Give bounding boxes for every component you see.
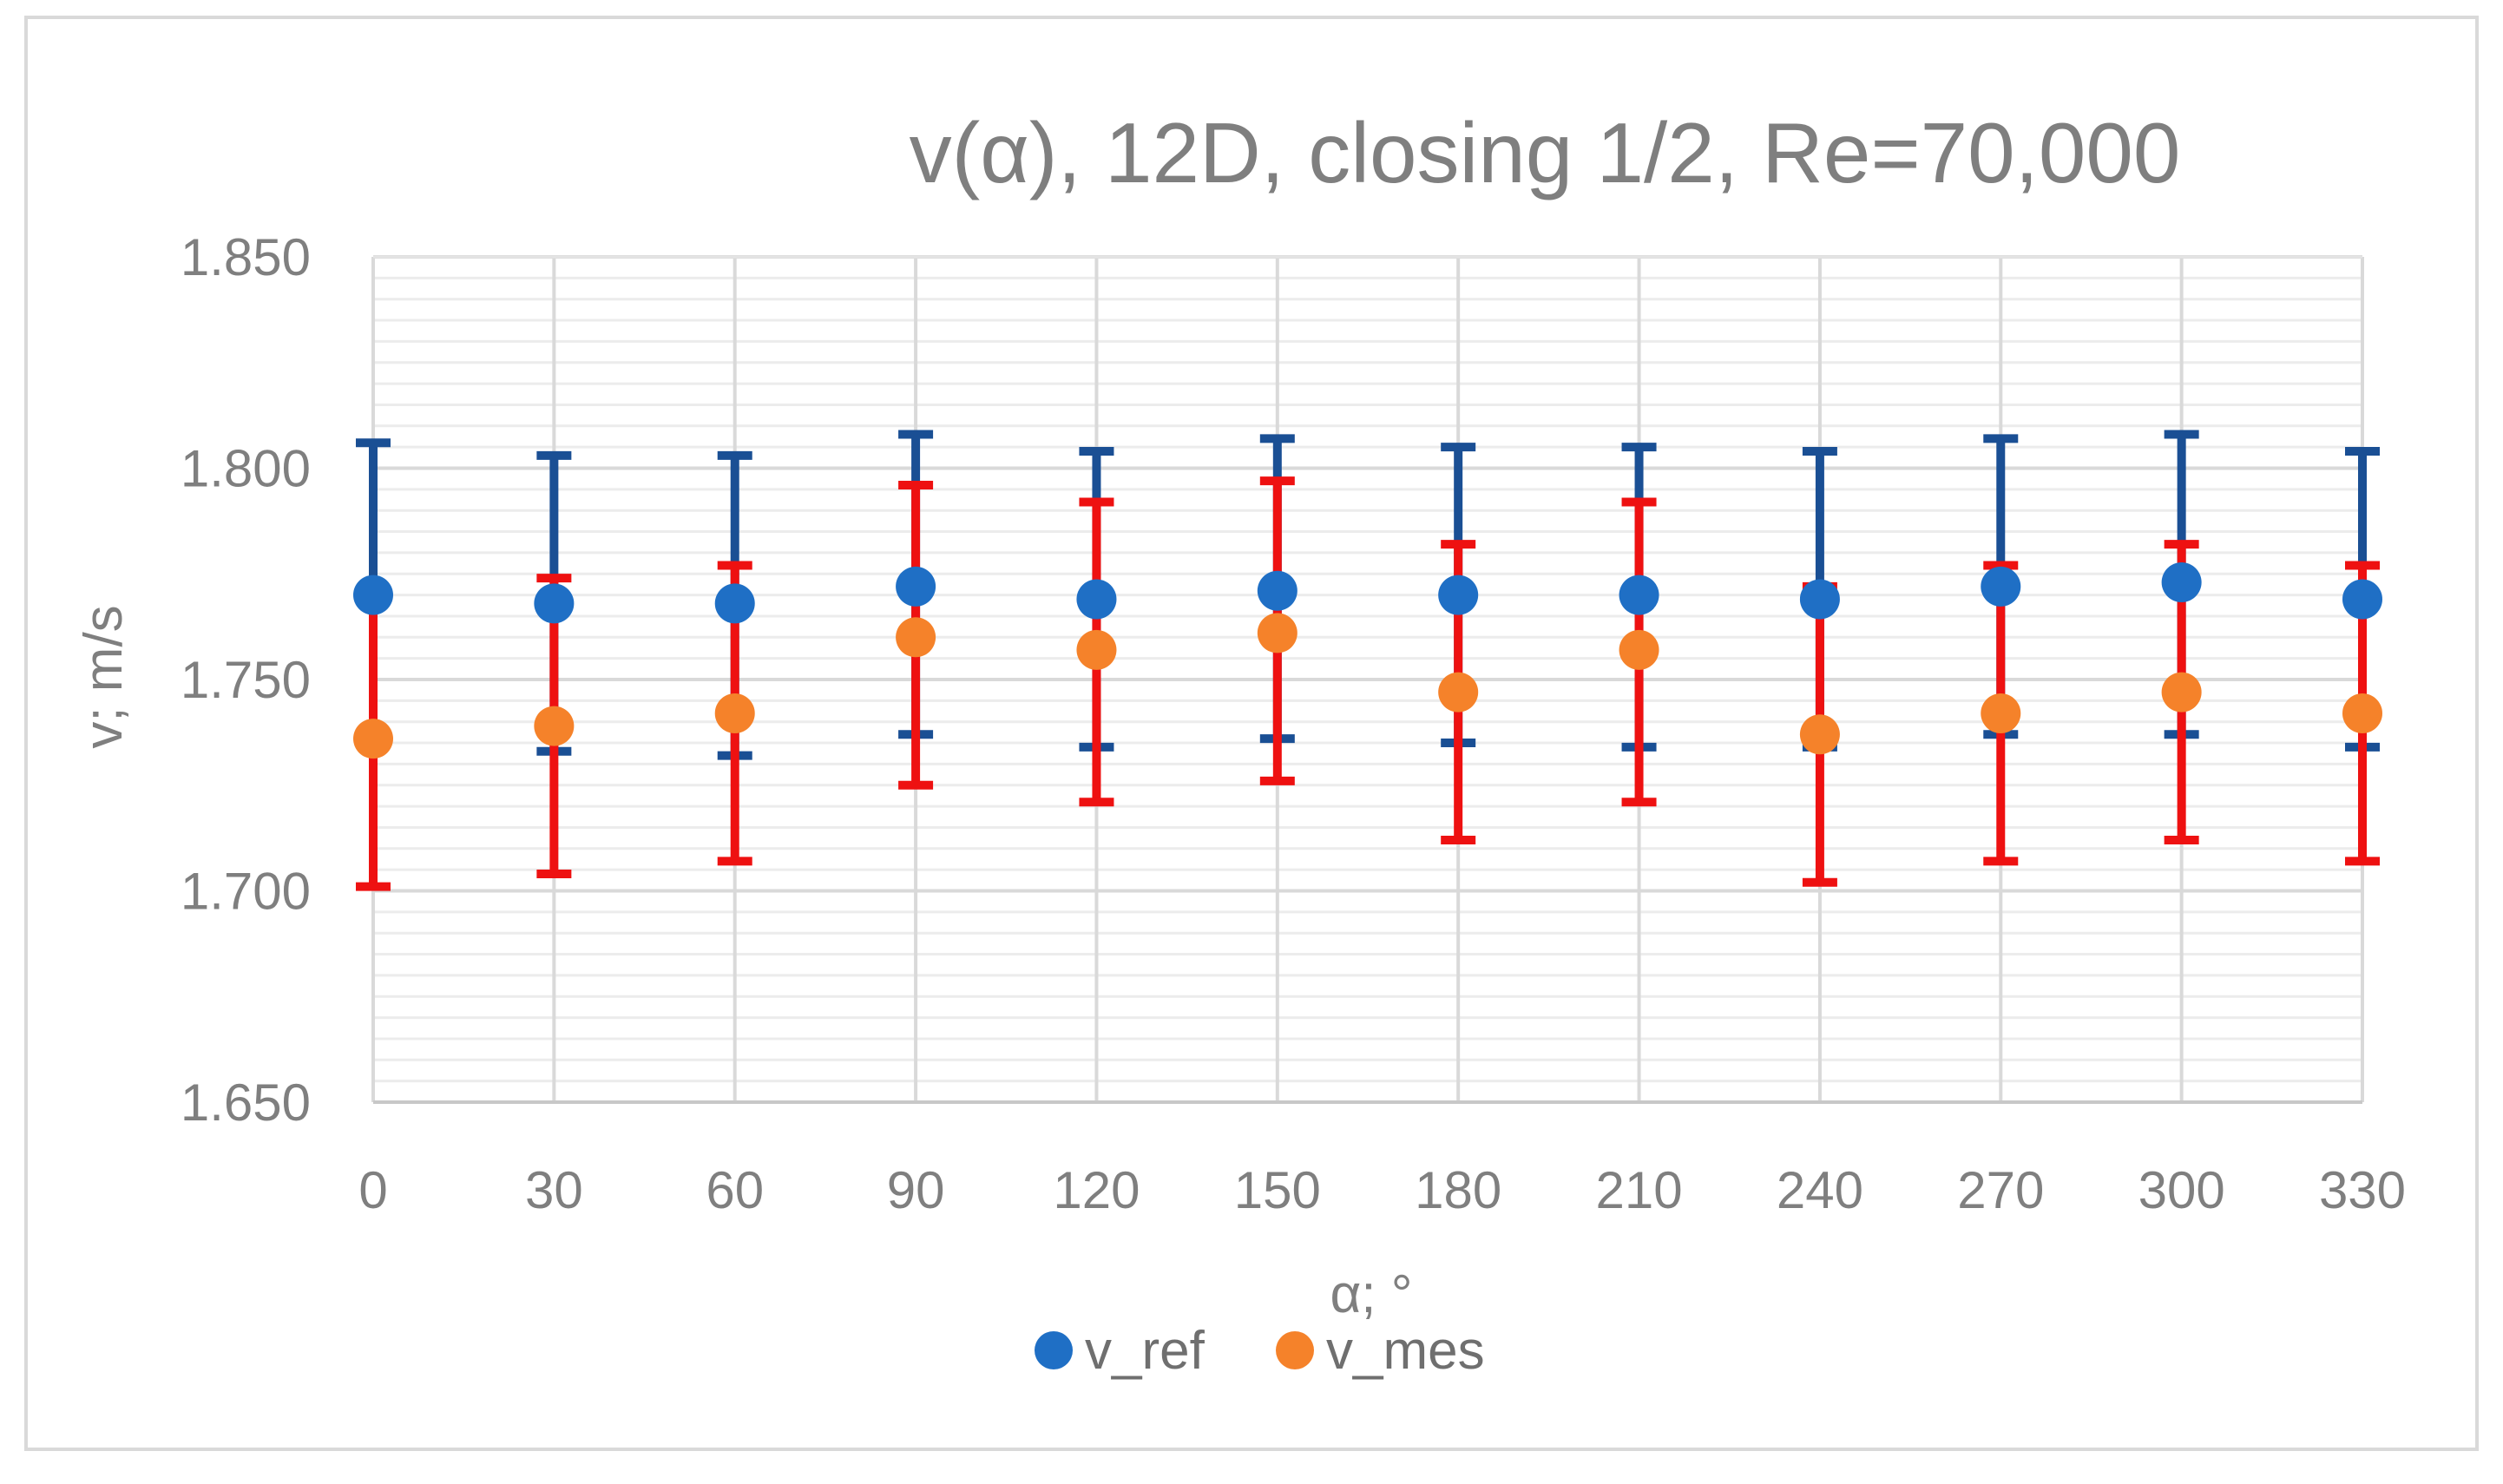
x-tick-label: 270: [1957, 1161, 2044, 1219]
x-axis-title: α; °: [1330, 1264, 1412, 1324]
v_ref-point: [896, 566, 936, 607]
x-tick-label: 300: [2138, 1161, 2225, 1219]
tick-labels: 1.650 1.700 1.750 1.800 1.850 0 30 60 90 120 150 18…: [181, 228, 2406, 1219]
v_mes-point: [1076, 629, 1117, 670]
markers-v-mes: [353, 613, 2382, 759]
x-tick-label: 30: [525, 1161, 583, 1219]
x-tick-label: 90: [887, 1161, 945, 1219]
v_ref-point: [534, 583, 575, 624]
v_ref-point: [1981, 566, 2021, 607]
v_ref-point: [1257, 570, 1297, 611]
v_mes-point: [2161, 672, 2202, 712]
v_mes-point: [714, 693, 755, 733]
v_ref-point: [1799, 579, 1840, 620]
gridlines: [371, 255, 2364, 1102]
v_mes-point: [353, 719, 393, 759]
v_mes-point: [1257, 613, 1297, 653]
chart-area: [24, 16, 2479, 1451]
x-tick-label: 0: [358, 1161, 387, 1219]
v_mes-point: [1438, 672, 1479, 712]
x-tick-label: 330: [2319, 1161, 2406, 1219]
x-tick-label: 120: [1053, 1161, 1140, 1219]
markers-v-ref: [353, 561, 2382, 624]
v_mes-point: [1799, 714, 1840, 755]
v_ref-point: [2342, 579, 2382, 620]
y-axis-title: v; m/s: [74, 605, 134, 748]
x-tick-label: 180: [1415, 1161, 1501, 1219]
v_mes-point: [534, 706, 575, 746]
v_ref-point: [1619, 575, 1659, 615]
legend-marker-v-mes: [1276, 1331, 1314, 1369]
v_mes-point: [2342, 693, 2382, 733]
v_ref-point: [1076, 579, 1117, 620]
y-tick-label: 1.850: [181, 228, 311, 286]
v_ref-point: [1438, 575, 1479, 615]
v_ref-point: [353, 575, 393, 615]
y-tick-label: 1.650: [181, 1074, 311, 1132]
y-tick-label: 1.750: [181, 651, 311, 709]
legend-marker-v-ref: [1035, 1331, 1073, 1369]
v_ref-point: [2161, 561, 2202, 602]
y-tick-label: 1.700: [181, 863, 311, 921]
x-tick-label: 150: [1234, 1161, 1321, 1219]
v_ref-point: [714, 583, 755, 624]
series-v-mes: [356, 476, 2380, 891]
legend-label-v-mes: v_mes: [1326, 1321, 1485, 1381]
x-tick-label: 60: [706, 1161, 764, 1219]
legend-label-v-ref: v_ref: [1085, 1321, 1206, 1381]
v_mes-point: [1981, 693, 2021, 733]
series-layer: [353, 430, 2382, 891]
x-tick-label: 210: [1595, 1161, 1682, 1219]
v_mes-point: [896, 617, 936, 658]
legend: v_ref v_mes: [1035, 1321, 1485, 1381]
v_mes-point: [1619, 629, 1659, 670]
x-tick-label: 240: [1777, 1161, 1863, 1219]
y-tick-label: 1.800: [181, 440, 311, 498]
chart-title: v(α), 12D, closing 1/2, Re=70,000: [910, 105, 2181, 200]
